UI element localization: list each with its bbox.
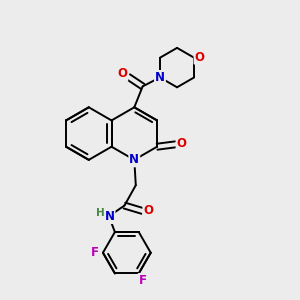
Text: N: N	[155, 71, 165, 84]
Text: O: O	[143, 204, 153, 217]
Text: F: F	[91, 246, 99, 259]
Text: H: H	[96, 208, 104, 218]
Text: F: F	[139, 274, 147, 287]
Text: O: O	[117, 68, 128, 80]
Text: N: N	[104, 210, 115, 223]
Text: N: N	[129, 153, 139, 167]
Text: O: O	[176, 136, 187, 150]
Text: O: O	[194, 51, 205, 64]
